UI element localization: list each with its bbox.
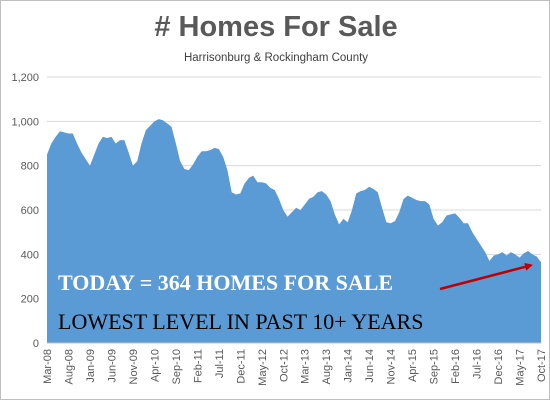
x-tick-label: Jan-09 (85, 349, 97, 383)
x-axis: Mar-08 Aug-08 Jan-09 Jun-09 Nov-09 Apr-10 Sep-… (42, 342, 548, 386)
x-tick-label: Nov-09 (128, 349, 140, 384)
y-tick-label: 200 (21, 294, 39, 306)
x-tick-label: Apr-15 (407, 349, 419, 382)
chart-subtitle: Harrisonburg & Rockingham County (183, 52, 369, 64)
x-tick-label: Jul-16 (472, 349, 484, 379)
x-tick-label: Feb-11 (192, 349, 204, 383)
y-axis: 0 200 400 600 800 1,000 1,200 (11, 72, 39, 350)
x-tick-label: Oct-12 (278, 349, 290, 382)
x-tick-label: Jun-14 (364, 349, 376, 383)
x-tick-label: Sep-10 (171, 349, 183, 384)
x-tick-label: Jul-11 (214, 349, 226, 378)
area-series (47, 119, 541, 344)
y-tick-label: 600 (21, 205, 39, 217)
y-tick-label: 0 (33, 338, 39, 350)
x-tick-label: Mar-13 (300, 349, 312, 384)
x-tick-label: Feb-16 (450, 349, 462, 384)
x-tick-label: Nov-14 (386, 349, 398, 384)
x-tick-label: Oct-17 (536, 349, 548, 382)
x-tick-label: Aug-13 (321, 349, 333, 384)
chart-title: # Homes For Sale (154, 11, 398, 43)
y-tick-label: 400 (21, 249, 39, 261)
annotation-arrow (439, 262, 533, 291)
arrow-line (439, 262, 533, 291)
y-tick-label: 1,000 (11, 116, 39, 128)
x-tick-label: May-12 (257, 349, 269, 386)
x-tick-label: Sep-15 (429, 349, 441, 384)
y-tick-label: 1,200 (11, 72, 39, 84)
x-tick-label: Apr-10 (149, 349, 161, 382)
x-tick-label: Mar-08 (42, 349, 54, 384)
y-tick-label: 800 (21, 161, 39, 173)
x-tick-label: Dec-11 (235, 349, 247, 384)
x-tick-label: Jan-14 (343, 349, 355, 383)
x-tick-label: May-17 (515, 349, 527, 386)
annotation-lowest: LOWEST LEVEL IN PAST 10+ YEARS (58, 309, 424, 334)
x-tick-label: Jun-09 (106, 349, 118, 383)
x-tick-label: Aug-08 (63, 349, 75, 384)
annotation-today: TODAY = 364 HOMES FOR SALE (58, 270, 394, 295)
x-tick-label: Dec-16 (493, 349, 505, 384)
area-series-path (47, 119, 541, 344)
